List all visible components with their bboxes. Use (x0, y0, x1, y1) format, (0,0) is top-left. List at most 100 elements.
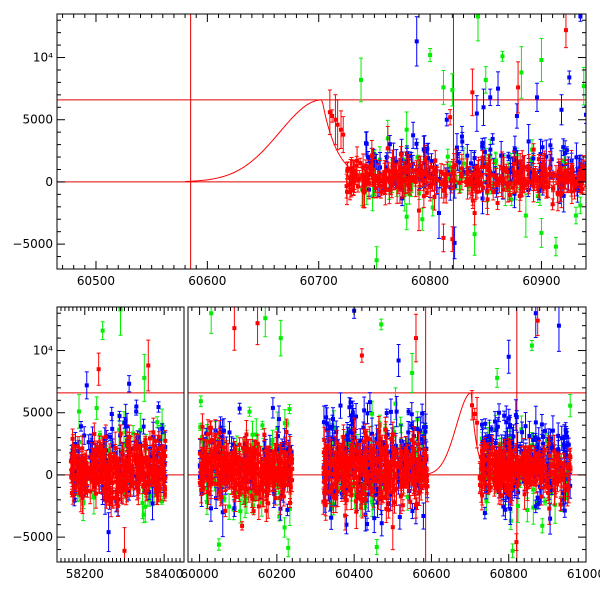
data-point (565, 162, 570, 184)
data-point (483, 66, 488, 94)
data-point (450, 73, 455, 107)
data-point (490, 133, 495, 145)
data-point (572, 174, 577, 191)
data-point (77, 394, 82, 429)
data-point (573, 206, 578, 225)
data-point (417, 159, 422, 186)
data-point (94, 396, 99, 420)
data-point (531, 485, 536, 494)
data-point (406, 167, 411, 194)
data-point (439, 170, 444, 199)
data-point (330, 109, 335, 123)
data-point (535, 307, 540, 337)
data-point (525, 497, 530, 523)
data-point (98, 430, 103, 439)
data-point (156, 401, 161, 413)
x-tick-label: 60000 (180, 567, 218, 581)
data-point (547, 159, 552, 188)
data-point (388, 398, 393, 426)
data-point (255, 307, 260, 346)
x-tick-label: 60500 (77, 274, 115, 288)
data-point (568, 394, 573, 418)
data-point (539, 37, 544, 83)
data-point (529, 339, 534, 352)
data-point (338, 392, 343, 419)
data-point (385, 125, 390, 171)
data-point (521, 165, 526, 194)
data-point (216, 538, 221, 551)
data-point (400, 169, 405, 191)
data-point (379, 318, 384, 331)
data-point (508, 163, 513, 182)
data-point (495, 367, 500, 388)
data-point (359, 57, 364, 103)
data-point (359, 348, 364, 363)
data-point (493, 177, 498, 191)
data-point (473, 175, 478, 201)
data-point (526, 164, 531, 176)
y-tick-label: −5000 (12, 237, 53, 251)
data-point (232, 307, 237, 351)
data-point (508, 511, 513, 530)
data-point (578, 196, 583, 215)
data-point (441, 223, 446, 253)
data-point (416, 189, 421, 232)
x-tick-label: 58200 (66, 567, 104, 581)
data-point (374, 246, 379, 269)
data-point (450, 226, 455, 253)
data-point (516, 61, 521, 114)
data-point (449, 172, 454, 187)
data-point (362, 173, 367, 192)
data-point (518, 165, 523, 201)
data-point (424, 188, 429, 198)
data-point (459, 125, 464, 148)
data-point (542, 153, 547, 187)
data-point (364, 131, 369, 157)
data-point (502, 410, 507, 421)
data-point (428, 47, 433, 63)
data-point (263, 307, 268, 338)
data-point (335, 99, 340, 151)
data-point (564, 146, 569, 155)
data-point (496, 71, 501, 106)
plot-area (57, 14, 586, 269)
data-point (533, 307, 538, 339)
data-point (581, 66, 586, 106)
data-point (333, 94, 338, 146)
data-point (534, 82, 539, 112)
y-tick-label: −5000 (12, 530, 53, 544)
data-point (483, 159, 488, 175)
data-point (510, 543, 515, 559)
data-point (432, 161, 437, 178)
data-point (287, 404, 292, 415)
data-point (580, 169, 585, 177)
data-point (404, 203, 409, 231)
data-point (384, 408, 389, 418)
x-tick-label: 60200 (258, 567, 296, 581)
data-point (493, 153, 498, 168)
data-point (523, 411, 528, 441)
data-point (506, 339, 511, 374)
data-point (578, 162, 583, 194)
x-tick-label: 60800 (490, 567, 528, 581)
data-point (142, 353, 147, 402)
data-point (278, 319, 283, 357)
data-point (550, 198, 555, 211)
data-point (569, 178, 574, 205)
data-point (79, 420, 84, 432)
x-tick-label: 60400 (335, 567, 373, 581)
data-point (514, 533, 519, 551)
data-point (362, 396, 367, 425)
data-point (96, 352, 101, 386)
data-point (584, 105, 586, 124)
data-point (507, 175, 512, 193)
data-point (574, 142, 579, 173)
data-point (421, 161, 426, 184)
data-point (413, 313, 418, 363)
data-point (411, 172, 416, 182)
data-point (488, 159, 493, 191)
data-point (382, 160, 387, 196)
data-point (531, 162, 536, 191)
data-point (397, 158, 402, 192)
data-point (561, 138, 566, 156)
